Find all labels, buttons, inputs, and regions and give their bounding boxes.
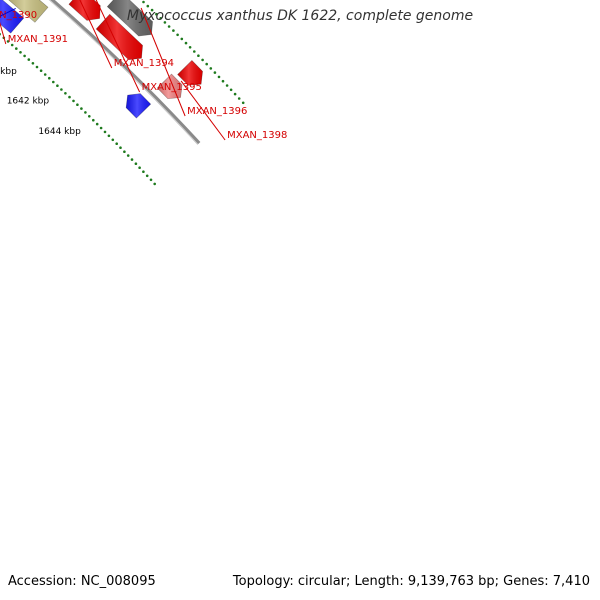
gene-arrow[interactable]: [177, 59, 203, 86]
ruler-label: 1640 kbp: [0, 67, 17, 77]
ruler-layer: 1624 kbp1626 kbp1628 kbp1630 kbp1632 kbp…: [0, 0, 245, 186]
accession-text: Accession: NC_008095: [8, 574, 156, 589]
ruler-label: 1644 kbp: [38, 127, 81, 137]
label-layer: ggtglmSMXAN_1387recAMXAN_1389MXAN_1390MX…: [0, 0, 287, 141]
gene-mxan-1392[interactable]: [5, 0, 49, 23]
inner-ruler: [0, 32, 156, 186]
genome-summary-text: Topology: circular; Length: 9,139,763 bp…: [232, 574, 590, 589]
map-title: Myxococcus xanthus DK 1622, complete gen…: [126, 8, 474, 24]
outer-ruler: [142, 0, 245, 105]
gene-mxan-1393[interactable]: [0, 0, 25, 34]
gene-label: MXAN_1394: [114, 58, 174, 69]
gene-mxan-1396[interactable]: [106, 0, 153, 37]
gene-label: MXAN_1390: [0, 10, 37, 21]
gene-label: MXAN_1395: [142, 82, 202, 93]
genome-backbone: [48, 0, 201, 145]
backbone-layer: [48, 0, 201, 145]
gene-label: MXAN_1398: [227, 130, 287, 141]
gene-arrow[interactable]: [125, 93, 152, 119]
gene-label: MXAN_1396: [187, 106, 247, 117]
ruler-label: 1642 kbp: [7, 96, 50, 106]
gene-label: MXAN_1391: [8, 34, 68, 45]
